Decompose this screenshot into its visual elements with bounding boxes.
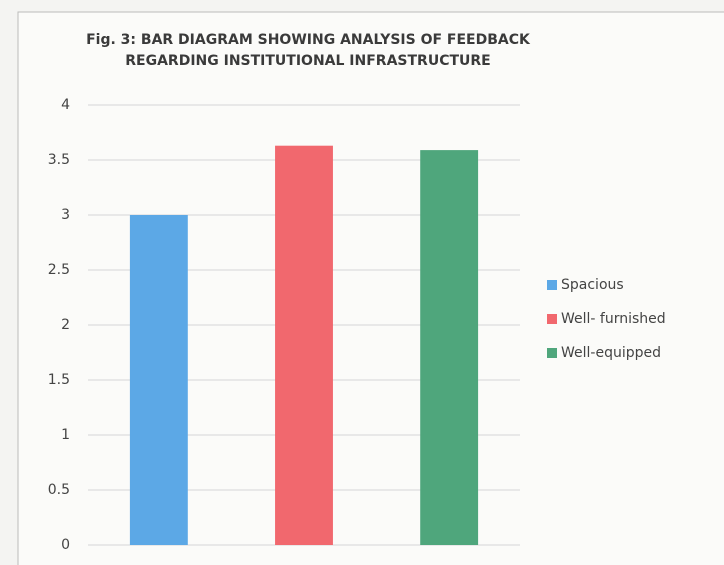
y-tick-label: 3.5 [48, 152, 70, 168]
bar [275, 145, 333, 545]
legend-label: Spacious [561, 277, 624, 293]
y-tick-label: 0 [61, 537, 70, 553]
y-tick-label: 3 [61, 207, 70, 223]
y-tick-label: 1 [61, 427, 70, 443]
y-tick-label: 4 [61, 97, 70, 113]
legend-label: Well-equipped [561, 345, 661, 361]
y-tick-label: 1.5 [48, 372, 70, 388]
legend-swatch [547, 314, 557, 324]
y-tick-label: 0.5 [48, 482, 70, 498]
legend-swatch [547, 280, 557, 290]
legend-label: Well- furnished [561, 311, 666, 327]
legend-swatch [547, 348, 557, 358]
y-tick-label: 2 [61, 317, 70, 333]
chart-title: Fig. 3: BAR DIAGRAM SHOWING ANALYSIS OF … [86, 32, 531, 48]
bar [420, 150, 479, 545]
y-tick-label: 2.5 [48, 262, 70, 278]
chart-title: REGARDING INSTITUTIONAL INFRASTRUCTURE [125, 53, 490, 69]
bar [129, 215, 188, 545]
